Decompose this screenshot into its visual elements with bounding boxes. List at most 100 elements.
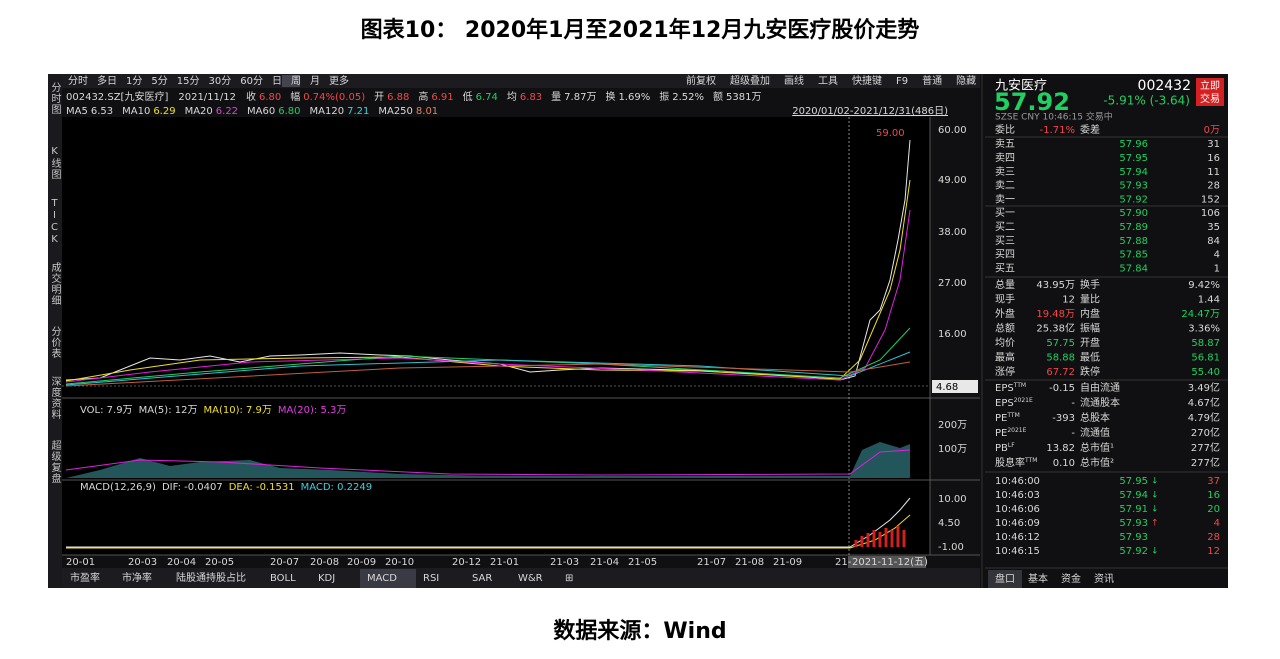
book-price: 57.92	[1119, 195, 1148, 206]
tool-button[interactable]: 画线	[784, 74, 804, 87]
order-ratio-value: -1.71%	[1040, 125, 1075, 136]
period-tab: 多日	[97, 74, 117, 87]
sidebar-tab[interactable]: 超级复盘	[49, 439, 61, 484]
ma-value: 7.21	[347, 106, 369, 117]
indicator-tab[interactable]: KDJ	[318, 573, 335, 584]
trade-time: 10:46:06	[995, 504, 1040, 515]
indicator-tab[interactable]: ⊞	[565, 573, 573, 584]
date-label: 21-	[835, 557, 852, 568]
info-value: 6.74	[476, 92, 498, 103]
price-change: -5.91% (-3.64)	[1103, 94, 1190, 108]
macd-line-deco	[66, 497, 911, 548]
info-label: 量	[551, 91, 561, 103]
book-label: 买一	[995, 207, 1015, 219]
stat-label: 外盘	[995, 307, 1015, 320]
stat-label: 总量	[995, 278, 1015, 291]
macd-header: DIF: -0.0407	[162, 482, 223, 493]
indicator-tab[interactable]: RSI	[423, 573, 439, 584]
date-label: 21-04	[590, 557, 619, 568]
sidebar-tab[interactable]: TICK	[49, 198, 60, 246]
stock-code: 002432	[1138, 78, 1191, 94]
date-label: 20-09	[347, 557, 376, 568]
trade-time: 10:46:12	[995, 532, 1040, 543]
date-label: 20-03	[128, 557, 157, 568]
info-value: 6.88	[387, 92, 409, 103]
trade-volume: 16	[1207, 490, 1220, 501]
book-volume: 35	[1207, 222, 1220, 233]
indicator-tab[interactable]: 陆股通持股占比	[176, 571, 246, 584]
trade-price: 57.93	[1119, 518, 1148, 529]
fundamental-label-sup: LF	[1008, 442, 1015, 449]
last-price: 57.92	[994, 88, 1070, 116]
figure-title: 图表10： 2020年1月至2021年12月九安医疗股价走势	[361, 17, 920, 43]
period-active	[282, 75, 300, 87]
ma-line-deco	[65, 351, 911, 386]
fundamental-label-main: EPS	[995, 398, 1014, 409]
fundamental-label-main: 股息率	[995, 456, 1025, 469]
tool-button[interactable]: 隐藏	[956, 75, 976, 87]
sidebar-tab[interactable]: K线图	[49, 146, 61, 180]
info-value: 6.80	[259, 92, 281, 103]
tool-button[interactable]: 前复权	[686, 74, 716, 87]
fundamental-value: -0.15	[1049, 383, 1075, 394]
stat-label: 开盘	[1080, 336, 1100, 349]
tool-button[interactable]: 工具	[818, 75, 838, 87]
trade-price: 57.93	[1119, 532, 1148, 543]
indicator-tab[interactable]: 市盈率	[70, 571, 100, 584]
sidebar-bg	[48, 74, 62, 588]
tool-button[interactable]: 超级叠加	[730, 74, 770, 87]
price-line-deco	[65, 139, 911, 381]
sidebar-tab[interactable]: 成交明细	[49, 262, 61, 306]
tool-button[interactable]: 快捷键	[852, 74, 882, 87]
date-label: 21-09	[773, 557, 802, 568]
date-label: 20-07	[270, 557, 299, 568]
book-volume: 106	[1201, 208, 1220, 219]
info-value: 1.69%	[618, 92, 650, 103]
stat-value: 24.47万	[1181, 309, 1220, 320]
period-tab: 5分	[151, 75, 167, 87]
panel-tab[interactable]: 资讯	[1094, 573, 1114, 585]
price-axis-label: 49.00	[938, 175, 967, 186]
trade-price: 57.92	[1119, 546, 1148, 557]
panel-tab[interactable]: 盘口	[995, 572, 1015, 585]
indicator-tab[interactable]: SAR	[472, 573, 492, 584]
macd-bars-deco	[854, 526, 906, 547]
sidebar-tab[interactable]: 深度资料	[49, 376, 61, 420]
macd-header: MACD(12,26,9)	[80, 482, 156, 493]
fundamental-label: PETTM	[995, 412, 1020, 425]
indicator-tab[interactable]: W&R	[518, 573, 543, 584]
info-value: 6.83	[520, 92, 542, 103]
fundamental-label-main: PE	[995, 428, 1007, 439]
trade-price: 57.94	[1119, 490, 1148, 501]
book-label: 买二	[995, 221, 1015, 233]
trade-button-label[interactable]: 立即	[1200, 79, 1220, 92]
fundamental-label: 总市值¹	[1080, 441, 1114, 454]
price-axis-label: 27.00	[938, 278, 967, 289]
book-volume: 1	[1214, 264, 1220, 275]
info-label: 均	[507, 91, 517, 103]
sidebar-tab[interactable]: 分时图	[49, 82, 61, 115]
period-tab: 15分	[177, 75, 200, 87]
panel-tab[interactable]: 基本	[1028, 572, 1048, 585]
sidebar-tab[interactable]: 分价表	[49, 326, 61, 359]
trade-button[interactable]	[1196, 78, 1224, 106]
book-volume: 28	[1207, 181, 1220, 192]
tool-button[interactable]: F9	[896, 76, 908, 87]
panel-tab[interactable]: 资金	[1061, 572, 1081, 585]
fundamental-value: 270亿	[1191, 426, 1220, 439]
book-price: 57.96	[1119, 139, 1148, 150]
price-axis-label: 16.00	[938, 329, 967, 340]
fundamental-label: PE2021E	[995, 427, 1027, 440]
indicator-tab[interactable]: 市净率	[122, 571, 152, 584]
indicator-tab[interactable]: MACD	[367, 573, 397, 584]
trade-time: 10:46:15	[995, 546, 1040, 557]
book-price: 57.89	[1119, 222, 1148, 233]
tool-button[interactable]: 普通	[922, 74, 942, 87]
trade-button-label[interactable]: 交易	[1200, 92, 1220, 105]
book-price: 57.88	[1119, 236, 1148, 247]
stat-label: 均价	[995, 337, 1015, 349]
status: SZSE CNY 10:46:15 交易中	[995, 111, 1113, 123]
indicator-tab[interactable]: BOLL	[270, 573, 296, 584]
figure-source: 数据来源：Wind	[553, 618, 726, 644]
fundamental-label-main: PE	[995, 413, 1007, 424]
